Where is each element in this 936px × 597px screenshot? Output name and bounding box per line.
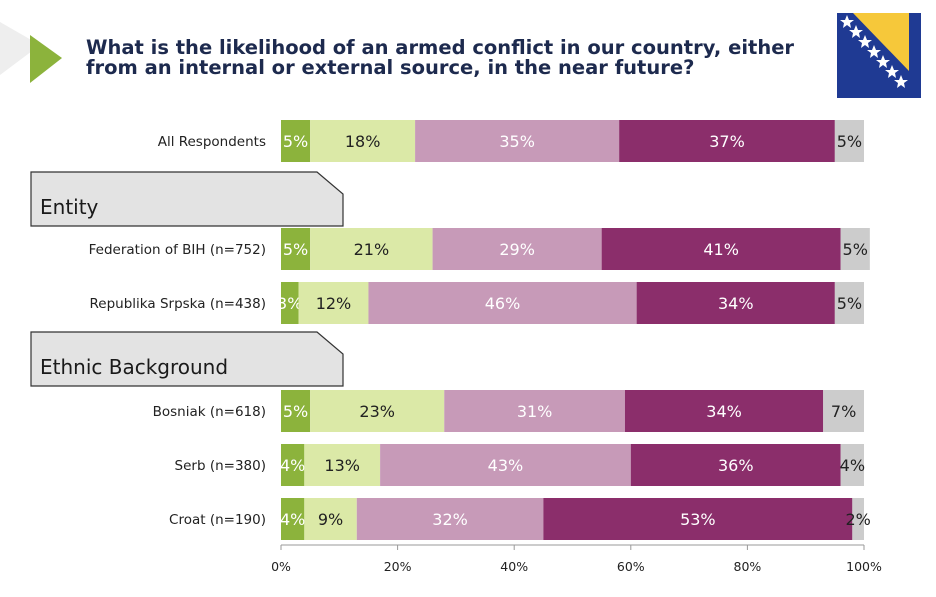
bar-segment bbox=[630, 444, 841, 486]
x-tick-label: 60% bbox=[617, 559, 645, 574]
segment-value-label: 21% bbox=[354, 240, 390, 259]
x-tick-label: 100% bbox=[846, 559, 882, 574]
row-label: All Respondents bbox=[158, 134, 266, 150]
segment-value-label: 12% bbox=[316, 294, 352, 313]
section-label: Ethnic Background bbox=[40, 355, 228, 379]
segment-value-label: 34% bbox=[718, 294, 754, 313]
segment-value-label: 4% bbox=[280, 510, 305, 529]
bar-segment bbox=[310, 120, 416, 162]
bar-segment bbox=[380, 444, 631, 486]
bar-segment bbox=[310, 390, 445, 432]
section-header-ethnic-background: Ethnic Background bbox=[30, 331, 344, 387]
x-tick-label: 40% bbox=[500, 559, 528, 574]
bar-segment bbox=[415, 120, 620, 162]
bar-segment bbox=[432, 228, 602, 270]
bar-segment bbox=[636, 282, 835, 324]
segment-value-label: 53% bbox=[680, 510, 716, 529]
segment-value-label: 43% bbox=[488, 456, 524, 475]
segment-value-label: 3% bbox=[277, 294, 302, 313]
segment-value-label: 36% bbox=[718, 456, 754, 475]
bar-segment bbox=[310, 228, 433, 270]
bar-segment bbox=[304, 498, 357, 540]
bar-segment bbox=[304, 444, 381, 486]
bar-segment bbox=[281, 120, 311, 162]
row-label: Republika Srpska (n=438) bbox=[90, 296, 266, 312]
bar-segment bbox=[281, 390, 311, 432]
segment-value-label: 5% bbox=[837, 294, 862, 313]
segment-value-label: 5% bbox=[837, 132, 862, 151]
bar-row: Bosniak (n=618) 5% 23% 31% 34% 7% bbox=[153, 390, 864, 432]
segment-value-label: 5% bbox=[283, 132, 308, 151]
bar-segment bbox=[281, 498, 305, 540]
segment-value-label: 2% bbox=[845, 510, 870, 529]
section-header-entity: Entity bbox=[30, 171, 344, 227]
segment-value-label: 5% bbox=[843, 240, 868, 259]
bar-segment bbox=[281, 228, 311, 270]
bar-segment bbox=[852, 498, 864, 540]
bar-segment bbox=[624, 390, 824, 432]
segment-value-label: 9% bbox=[318, 510, 343, 529]
bar-segment bbox=[840, 228, 870, 270]
section-label: Entity bbox=[40, 195, 99, 219]
segment-value-label: 13% bbox=[324, 456, 360, 475]
bar-segment bbox=[834, 120, 864, 162]
bar-segment bbox=[368, 282, 637, 324]
row-label: Serb (n=380) bbox=[175, 458, 266, 474]
section-tab bbox=[30, 331, 344, 387]
bosnia-flag-icon bbox=[837, 13, 921, 98]
segment-value-label: 31% bbox=[517, 402, 553, 421]
row-label: Bosniak (n=618) bbox=[153, 404, 266, 420]
bar-segment bbox=[834, 282, 864, 324]
row-label: Federation of BIH (n=752) bbox=[89, 242, 266, 258]
segment-value-label: 41% bbox=[703, 240, 739, 259]
x-tick-label: 80% bbox=[734, 559, 762, 574]
row-label: Croat (n=190) bbox=[169, 512, 266, 528]
bar-segment bbox=[356, 498, 544, 540]
bar-segment bbox=[281, 444, 305, 486]
segment-value-label: 35% bbox=[499, 132, 535, 151]
bar-segment bbox=[298, 282, 369, 324]
bar-row: All Respondents 5% 18% 35% 37% 5% bbox=[158, 120, 864, 162]
bar-segment bbox=[619, 120, 835, 162]
bar-row: Republika Srpska (n=438) 3% 12% 46% 34% 5% bbox=[90, 282, 864, 324]
bar-segment bbox=[840, 444, 864, 486]
bar-row: Serb (n=380) 4% 13% 43% 36% 4% bbox=[175, 444, 865, 486]
segment-value-label: 7% bbox=[831, 402, 856, 421]
x-tick-label: 20% bbox=[384, 559, 412, 574]
bar-segment bbox=[601, 228, 841, 270]
chart-title: What is the likelihood of an armed confl… bbox=[86, 36, 795, 79]
segment-value-label: 29% bbox=[499, 240, 535, 259]
bar-row: Croat (n=190) 4% 9% 32% 53% 2% bbox=[169, 498, 871, 540]
segment-value-label: 5% bbox=[283, 402, 308, 421]
section-tab bbox=[30, 171, 344, 227]
segment-value-label: 34% bbox=[706, 402, 742, 421]
segment-value-label: 37% bbox=[709, 132, 745, 151]
bar-segment bbox=[543, 498, 853, 540]
section-headers: Entity Ethnic Background bbox=[30, 171, 344, 387]
background-wedge-decoration bbox=[0, 22, 62, 83]
arrow-icon bbox=[30, 35, 62, 83]
segment-value-label: 5% bbox=[283, 240, 308, 259]
segment-value-label: 18% bbox=[345, 132, 381, 151]
x-tick-label: 0% bbox=[271, 559, 291, 574]
bar-segment bbox=[823, 390, 864, 432]
segment-value-label: 4% bbox=[840, 456, 865, 475]
chart-rows: All Respondents 5% 18% 35% 37% 5%Federation o… bbox=[89, 120, 871, 540]
bar-segment bbox=[444, 390, 625, 432]
segment-value-label: 46% bbox=[485, 294, 521, 313]
x-axis: 0% 20% 40% 60% 80% 100% bbox=[271, 544, 882, 574]
segment-value-label: 23% bbox=[359, 402, 395, 421]
bar-row: Federation of BIH (n=752) 5% 21% 29% 41% 5% bbox=[89, 228, 870, 270]
bar-segment bbox=[281, 282, 299, 324]
segment-value-label: 32% bbox=[432, 510, 468, 529]
segment-value-label: 4% bbox=[280, 456, 305, 475]
